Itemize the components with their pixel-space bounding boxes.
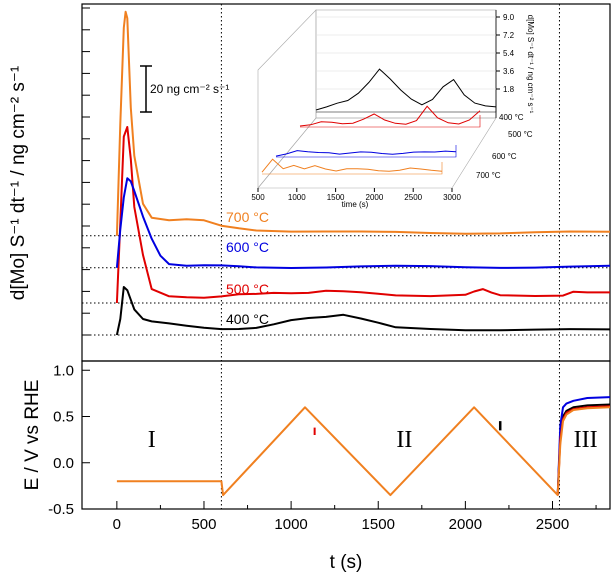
inset-z-tick-label: 9.0 [503,13,515,22]
inset-xlabel: time (s) [342,200,369,209]
x-tick-label: 0 [113,516,121,533]
inset-trace-700c [261,158,443,173]
inset-gridlines [316,16,496,90]
inset-z-tick-label: 1.8 [503,85,515,94]
bottom-ticks: 0 500 1000 1500 2000 2500 -0.5 0.0 0.5 1.0 [48,362,597,533]
bottom-panel-frame [81,360,611,510]
inset-label-500c: 500 °C [508,130,533,139]
bottom-series-potential [116,406,611,497]
inset-z-ticks: 9.0 7.2 5.4 3.6 1.8 [496,13,515,94]
region-label-iii: III [574,427,598,453]
top-series-600c [115,177,611,269]
inset-x-tick-label: 500 [251,193,265,202]
inset-trace-frame [262,162,443,175]
inset-trace-400c [315,68,497,111]
inset-z-tick-label: 5.4 [503,49,515,58]
inset-x-tick-label: 2500 [404,193,422,202]
y-tick-label: 0.5 [53,409,74,426]
inset-x-tick-label: 1500 [327,193,345,202]
y-tick-label: 1.0 [53,362,74,379]
bottom-series-600C [556,396,611,496]
inset-trace-frame [316,100,497,113]
scale-bar-label: 20 ng cm⁻² s⁻¹ [150,82,229,96]
inset-series [261,68,497,175]
inset-x-tick-label: 3000 [443,193,461,202]
top-y-ticks [82,7,90,336]
bottom-ylabel: E / V vs RHE [22,380,43,491]
inset-trace-600c [275,150,457,157]
bottom-xlabel: t (s) [330,552,363,573]
bottom-series-group [116,396,611,497]
label-700c: 700 °C [226,209,269,225]
x-tick-label: 500 [191,516,216,533]
inset-back-wall [315,9,497,119]
label-600c: 600 °C [226,239,269,255]
top-series-700c [115,10,611,236]
inset-label-600c: 600 °C [492,152,517,161]
x-tick-label: 1000 [274,516,307,533]
inset-side-wall [257,9,317,189]
inset-trace-500c [299,105,481,127]
inset-x-tick-label: 1000 [288,193,306,202]
y-tick-label: 0.0 [53,455,74,472]
x-tick-label: 1500 [362,516,395,533]
inset-trace-frame [300,115,481,128]
y-tick-label: -0.5 [48,501,74,518]
inset-zlabel: d[Mo] S⁻¹ dt⁻¹ / ng cm⁻² s⁻¹ [526,15,535,114]
region-label-i: I [148,427,156,453]
inset-label-400c: 400 °C [499,113,524,122]
top-series-group [115,10,611,336]
label-500c: 500 °C [226,281,269,297]
inset-z-tick-label: 3.6 [503,67,515,76]
region-label-ii: II [396,427,412,453]
inset-x-tick-label: 2000 [366,193,384,202]
top-ylabel: d[Mo] S⁻¹ dt⁻¹ / ng cm⁻² s⁻¹ [8,66,29,300]
inset-3d-plot: 9.07.25.43.61.8 500 1000 1500 2000 2500 3000 … [251,9,535,209]
inset-trace-frame [276,145,457,158]
inset-label-700c: 700 °C [476,171,501,180]
label-400c: 400 °C [226,311,269,327]
x-tick-label: 2500 [536,516,569,533]
top-baselines [82,235,610,336]
scale-bar: 20 ng cm⁻² s⁻¹ [140,65,229,113]
inset-z-tick-label: 7.2 [503,31,515,40]
top-series-500c [115,126,610,304]
top-series-400c [115,286,611,336]
inset-x-ticks: 500 1000 1500 2000 2500 3000 [251,188,461,202]
x-tick-label: 2000 [449,516,482,533]
